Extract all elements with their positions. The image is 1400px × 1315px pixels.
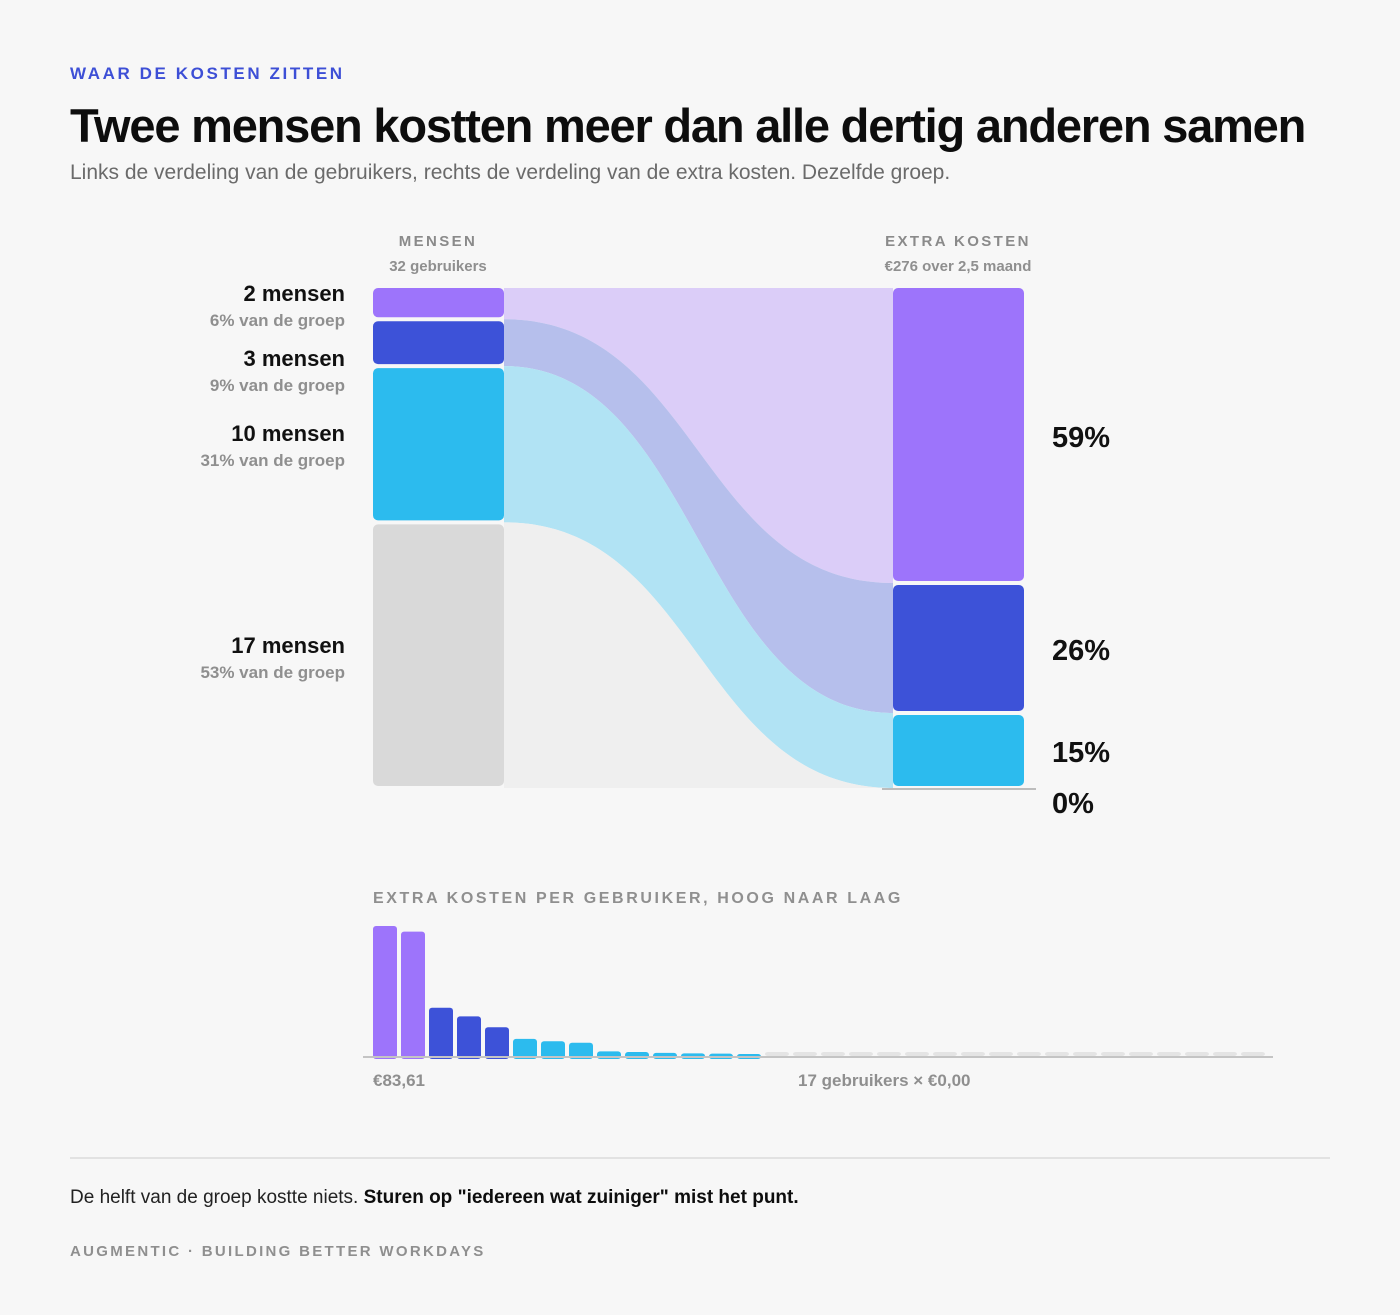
user-cost-bar <box>933 1052 957 1056</box>
right-column-heading: EXTRA KOSTEN <box>885 233 1031 250</box>
user-cost-bar <box>373 926 397 1059</box>
people-node <box>373 524 504 786</box>
user-cost-bar <box>457 1016 481 1059</box>
eyebrow-label: WAAR DE KOSTEN ZITTEN <box>70 64 345 83</box>
footnote-plain: De helft van de groep kostte niets. <box>70 1187 364 1208</box>
user-cost-bar <box>737 1053 761 1059</box>
sankey-flow <box>504 319 893 713</box>
cost-share-label: 59% <box>1052 422 1111 454</box>
user-cost-bar <box>849 1052 873 1056</box>
user-cost-bar <box>1045 1052 1069 1056</box>
user-cost-bar <box>877 1052 901 1056</box>
user-cost-bar <box>569 1042 593 1059</box>
group-label-top-2: 2 mensen 6% van de groep <box>210 281 345 335</box>
user-cost-bar <box>709 1053 733 1059</box>
user-cost-bar <box>961 1052 985 1056</box>
group-share: 53% van de groep <box>200 663 345 682</box>
sankey-chart <box>373 288 1036 790</box>
group-share: 6% van de groep <box>209 311 345 330</box>
user-cost-bar <box>681 1053 705 1059</box>
bar-chart-title: EXTRA KOSTEN PER GEBRUIKER, HOOG NAAR LA… <box>373 890 903 907</box>
user-cost-bar <box>653 1052 677 1059</box>
user-cost-bar <box>1101 1052 1125 1056</box>
user-cost-bar <box>541 1041 565 1059</box>
people-node <box>373 321 504 365</box>
user-cost-bar <box>765 1052 789 1056</box>
group-count: 2 mensen <box>243 281 346 306</box>
cost-node <box>893 585 1024 711</box>
group-share: 31% van de groep <box>200 451 345 470</box>
left-column-heading: MENSEN <box>398 233 478 250</box>
chart-title: Twee mensen kostten meer dan alle dertig… <box>70 99 1306 152</box>
group-label-next-10: 10 mensen 31% van de groep <box>200 421 345 475</box>
footnote-bold: Sturen op "iedereen wat zuiniger" mist h… <box>363 1187 799 1208</box>
user-cost-bar <box>1241 1052 1265 1056</box>
group-label-rest-17: 17 mensen 53% van de groep <box>200 633 345 687</box>
chart-subtitle: Links de verdeling van de gebruikers, re… <box>70 161 951 184</box>
group-label-next-3: 3 mensen 9% van de groep <box>210 346 345 400</box>
cost-share-label: 0% <box>1052 788 1094 820</box>
user-cost-bar <box>793 1052 817 1056</box>
user-cost-bar <box>513 1038 537 1059</box>
footer-divider <box>70 1157 1330 1159</box>
cost-share-label: 15% <box>1052 737 1111 769</box>
user-cost-bar <box>1185 1052 1209 1056</box>
user-cost-bar <box>401 931 425 1059</box>
user-cost-bar <box>821 1052 845 1056</box>
right-column-subheading: €276 over 2,5 maand <box>884 258 1032 275</box>
sankey-flow <box>504 288 893 583</box>
zero-users-label: 17 gebruikers × €0,00 <box>798 1071 971 1090</box>
user-cost-bar <box>1157 1052 1181 1056</box>
sankey-flow <box>504 366 893 788</box>
user-cost-bar <box>597 1051 621 1059</box>
group-count: 3 mensen <box>243 346 346 371</box>
user-cost-bar <box>1129 1052 1153 1056</box>
people-node <box>373 368 504 521</box>
user-cost-bar <box>625 1051 649 1059</box>
user-cost-bar <box>1073 1052 1097 1056</box>
group-count: 17 mensen <box>231 633 345 658</box>
user-cost-bar <box>905 1052 929 1056</box>
user-cost-bar <box>485 1027 509 1059</box>
user-cost-bar <box>989 1052 1013 1056</box>
cost-node <box>893 715 1024 786</box>
cost-node <box>893 288 1024 581</box>
footnote: De helft van de groep kostte niets. Stur… <box>70 1187 799 1209</box>
cost-share-label: 26% <box>1052 635 1111 667</box>
user-cost-bar <box>1017 1052 1041 1056</box>
brand-line: AUGMENTIC · BUILDING BETTER WORKDAYS <box>70 1243 486 1260</box>
max-value-label: €83,61 <box>373 1071 425 1090</box>
group-share: 9% van de groep <box>209 376 345 395</box>
group-count: 10 mensen <box>231 421 345 446</box>
sankey-flow <box>504 522 893 788</box>
people-node <box>373 288 504 318</box>
user-cost-bar <box>429 1007 453 1059</box>
left-column-subheading: 32 gebruikers <box>389 258 487 275</box>
user-cost-bar <box>1213 1052 1237 1056</box>
